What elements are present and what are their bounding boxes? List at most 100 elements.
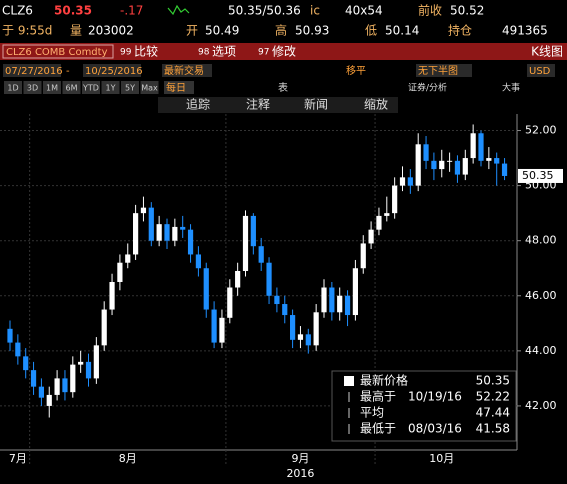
analysis-button[interactable]: 证券/分析 [408,82,447,94]
period-button[interactable] [121,81,139,94]
legend-label: 最低于 [360,422,396,436]
action[interactable]: 注释 [246,97,270,112]
period-label[interactable]: YTD [82,84,99,93]
chart-kind: K线图 [531,45,563,59]
period-buttons: 1D 3D 1M 6M YTD 1Y 5Y Max [4,81,159,94]
last-price-label: 50.35 [522,169,554,182]
lower-chart[interactable]: 无下半图 [418,64,458,77]
price-type[interactable]: 最新交易 [164,64,204,77]
period-label[interactable]: 5Y [125,84,135,93]
end-date[interactable]: 10/25/2016 [85,66,143,77]
candle-body [494,158,500,164]
prev-close-label: 前收 [418,3,442,18]
candle-body [423,144,429,161]
legend-box [331,370,517,442]
candle-body [227,287,233,318]
candle-body [23,356,29,371]
menu-item[interactable]: 比较 [134,44,158,59]
candle-body [274,295,280,305]
high: 50.93 [295,24,329,38]
period-button[interactable] [4,81,22,94]
candle-body [30,370,37,387]
candle-body [117,262,123,282]
candle-body [62,378,68,393]
period-button[interactable] [101,81,120,94]
x-tick-label: 8月 [119,452,137,465]
action[interactable]: 新闻 [304,97,328,112]
period-label[interactable]: 1M [46,84,58,93]
candle-body [46,394,52,406]
y-tick-label: 44.00 [525,344,557,357]
low-label: 低 [365,24,377,38]
x-tick-label: 7月 [9,452,27,465]
ticker: CLZ6 [2,4,33,18]
period-label[interactable]: 1D [7,84,18,93]
x-tick-label: 10月 [429,452,454,465]
currency[interactable]: USD [529,66,551,77]
candle-body [203,268,209,310]
events-button[interactable]: 大事 [502,82,520,94]
bid-ask: 50.35/50.36 [228,4,301,18]
dropdown[interactable] [527,64,555,77]
candle-body [282,304,288,316]
table-button[interactable]: 表 [278,81,288,94]
period-button[interactable] [43,81,61,94]
menu-num[interactable]: 98 [198,48,210,58]
menu-num[interactable]: 99 [120,48,132,58]
y-tick-label: 46.00 [525,289,557,302]
period-label[interactable]: 1Y [106,84,116,93]
candle-body [242,215,249,271]
candle-body [148,207,154,241]
start-date[interactable]: 07/27/2016 [5,66,63,77]
change: -.17 [120,4,143,18]
input-box[interactable] [83,64,141,77]
candle-body [329,287,335,313]
candle-body [109,282,115,310]
dropdown[interactable] [162,64,212,77]
menu-item[interactable]: 修改 [272,44,296,59]
candle-body [454,160,461,175]
x-tick-label: 9月 [291,452,309,465]
open-label: 开 [186,24,198,38]
menu-item[interactable]: 选项 [212,45,236,59]
candle-body [15,342,21,357]
high-label: 高 [275,23,287,38]
frequency[interactable]: 每日 [166,81,186,94]
date-dash: - [66,66,70,77]
dropdown[interactable] [416,64,472,77]
action[interactable]: 追踪 [186,97,210,112]
candle-body [384,213,390,216]
period-button[interactable] [140,81,159,94]
candle-body [38,386,44,398]
input-box[interactable] [3,64,61,77]
period-button[interactable] [82,81,100,94]
candle-body [415,144,421,186]
security[interactable]: CLZ6 COMB Comdty [6,47,108,58]
period-label[interactable]: Max [141,84,158,93]
candle-body [235,270,241,288]
legend: 最新价格 50.35 最高于 10/19/16 52.22 平均 47.44 最低于 08/03… [331,370,517,442]
dropdown[interactable] [164,81,194,94]
candle-body [156,224,162,241]
period-button[interactable] [23,81,42,94]
period-button[interactable] [62,81,81,94]
candle-body [313,312,319,346]
smoothing[interactable]: 移平 [346,64,366,77]
menu-num[interactable]: 97 [258,48,269,58]
candle-body [447,160,453,162]
sparkline-icon [167,4,190,16]
period-label[interactable]: 6M [66,84,78,93]
legend-label: 最高于 [360,389,396,404]
legend-label: 平均 [360,406,384,420]
candle-body [439,160,445,170]
candle-body [250,215,256,247]
candle-body [211,309,217,343]
security-box[interactable] [2,44,114,59]
candle-body [399,177,406,186]
action[interactable]: 缩放 [364,97,388,112]
candle-body [501,163,508,176]
period-label[interactable]: 3D [27,84,38,93]
volume-label: 量 [70,24,82,38]
legend-date: 10/19/16 [408,390,462,404]
